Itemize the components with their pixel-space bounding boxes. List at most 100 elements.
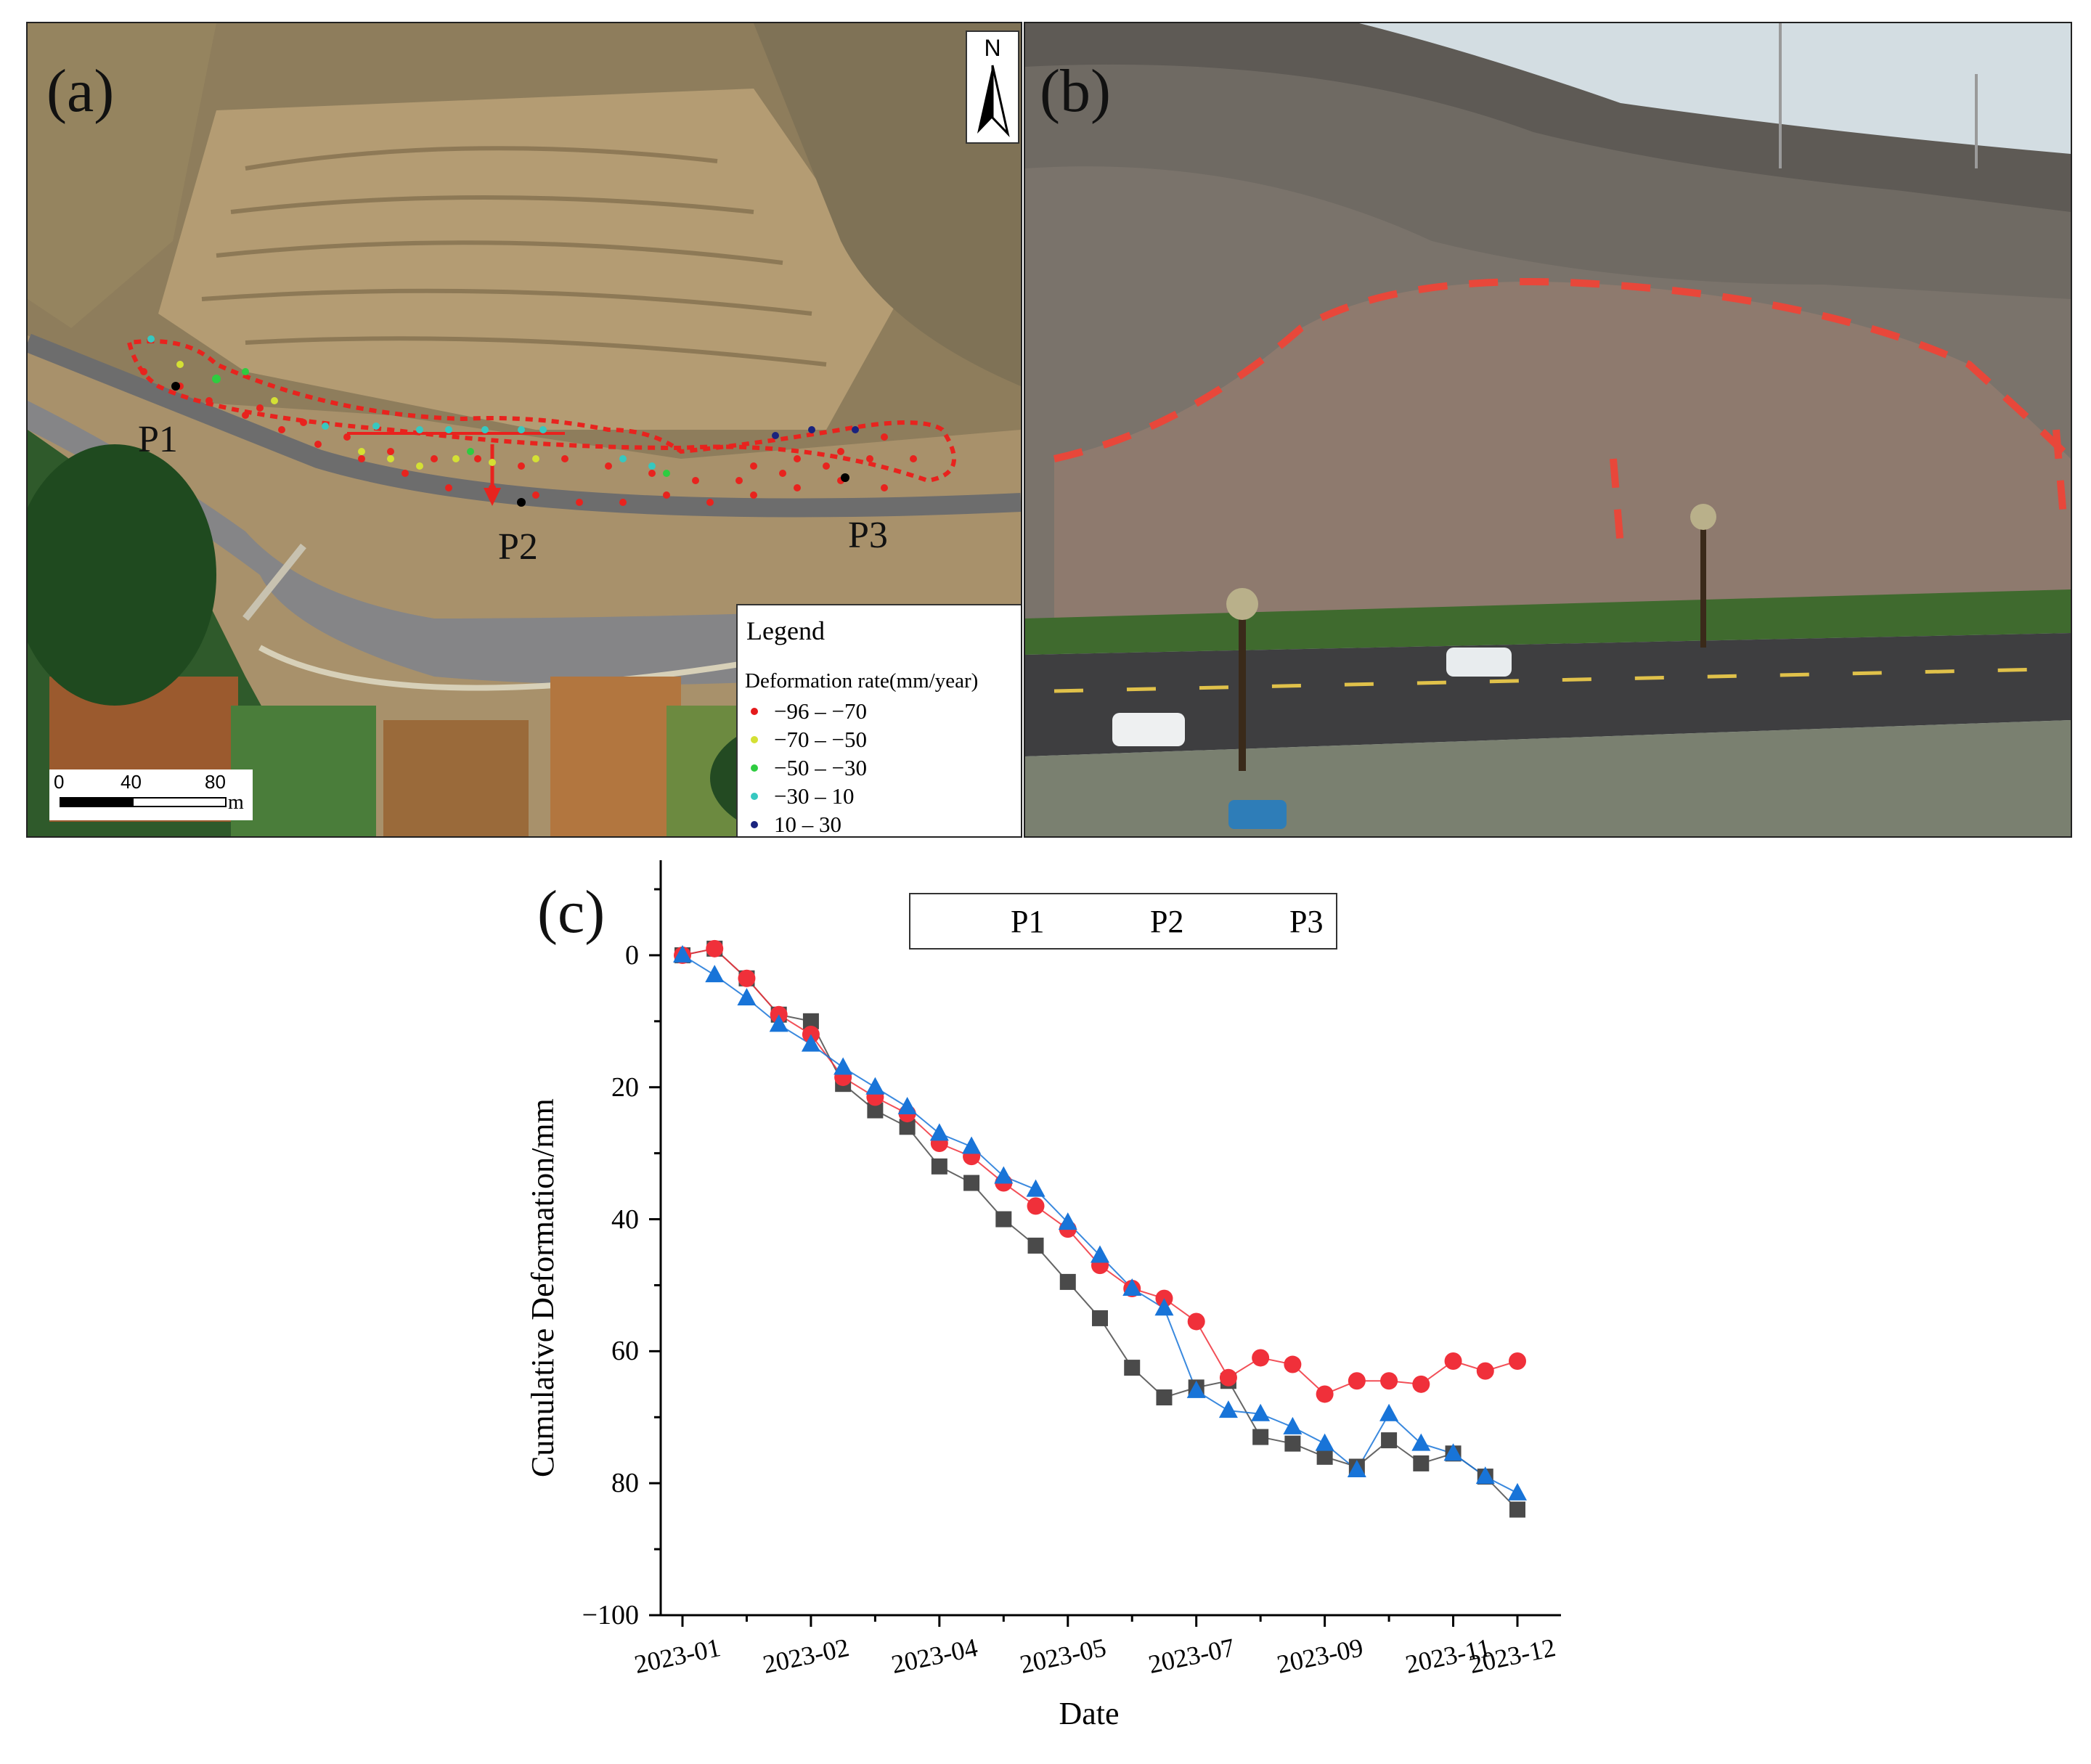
data-point-p1 [1092,1310,1108,1326]
data-point-p3 [1122,1278,1142,1296]
data-point-p3 [929,1123,949,1141]
data-point-p3 [1058,1212,1077,1230]
point-p2-label: P2 [498,526,538,568]
data-point-p3 [1508,1482,1527,1500]
panel-b-label: (b) [1040,57,1111,125]
data-point-p2 [1348,1372,1366,1390]
point-p3-label: P3 [848,515,888,556]
legend-dot-icon [751,820,758,828]
data-point-p3 [801,1034,820,1052]
legend-entry: 10 – 30 [751,812,841,837]
chart-plot-area [649,860,1561,1627]
data-point-p3 [1026,1179,1046,1197]
data-point-p3 [1218,1400,1238,1418]
y-tick-label: 60 [611,1336,639,1367]
data-point-p2 [1027,1197,1045,1215]
data-point-p2 [1476,1362,1494,1380]
legend-title: Legend [746,616,825,645]
y-tick-label: 20 [611,1071,639,1103]
legend-p2-label: P2 [1150,904,1184,939]
data-point-p1 [1316,1448,1333,1465]
north-letter: N [984,35,1001,61]
legend-entry: −70 – −50 [751,727,867,753]
data-point-p2 [1187,1312,1205,1331]
data-point-p3 [1411,1433,1431,1451]
data-point-p3 [1379,1403,1399,1421]
data-point-p3 [1475,1466,1495,1485]
data-point-p3 [769,1014,788,1032]
data-point-p1 [1124,1360,1141,1376]
map-legend: Legend Deformation rate(mm/year) −96 – −… [736,604,1021,837]
scale-bar: 0 40 80 m [49,769,253,820]
legend-entry: −96 – −70 [751,698,867,724]
legend-entry-label: −50 – −30 [774,755,867,780]
point-p1-label: P1 [138,419,178,460]
legend-entry-label: −30 – 10 [774,783,855,809]
chart-legend: P1 P2 P3 [909,893,1337,950]
north-arrow-icon [977,65,1010,137]
y-tick-label: 0 [625,939,639,971]
data-point-p3 [1283,1416,1303,1434]
data-point-p2 [1252,1349,1270,1367]
data-point-p3 [962,1136,982,1154]
data-point-p3 [1251,1403,1271,1421]
data-point-p3 [897,1097,917,1114]
legend-entry-label: −96 – −70 [774,698,867,724]
scale-tick: 80 [205,771,226,793]
data-point-p2 [1412,1375,1430,1393]
legend-entry-label: −70 – −50 [774,727,867,752]
data-point-p3 [705,965,725,983]
scale-tick: 0 [54,771,65,793]
legend-p1-label: P1 [1011,904,1045,939]
data-point-p1 [963,1175,980,1191]
data-point-p1 [899,1119,916,1135]
legend-p3-label: P3 [1289,904,1324,939]
data-point-p2 [1284,1355,1302,1373]
deformation-chart: (c) 0 20 40 60 80 −100 2023-01 2023-02 2023-04 2… [508,853,1641,1753]
data-point-p2 [738,969,756,987]
data-point-p3 [1186,1380,1206,1398]
data-point-p1 [1156,1389,1173,1405]
data-point-p1 [931,1158,947,1175]
data-point-p3 [673,944,692,963]
data-point-p1 [1059,1273,1076,1290]
data-point-p1 [1509,1501,1525,1518]
scale-tick: 40 [121,771,142,793]
data-point-p1 [1413,1455,1430,1471]
landslide-boundary [126,339,956,483]
data-point-p1 [1027,1237,1044,1254]
data-point-p3 [1154,1298,1174,1316]
scale-unit: m [228,791,244,814]
data-point-p3 [1315,1433,1334,1451]
legend-dot-icon [751,792,758,800]
north-arrow: N [966,30,1019,144]
data-point-p1 [1284,1435,1301,1452]
data-point-p1 [802,1013,819,1029]
y-tick-label: 80 [611,1468,639,1499]
data-point-p2 [1509,1352,1526,1370]
y-tick-label: 40 [611,1204,639,1235]
data-point-p1 [1381,1432,1398,1449]
data-point-p2 [706,939,724,957]
data-point-p2 [1316,1385,1334,1403]
site-photo [1025,23,2071,836]
panel-c-label: (c) [537,878,606,946]
data-point-p3 [994,1166,1014,1184]
satellite-map-panel: (a) P1 P2 P3 N Legend Deformation rate(m… [26,22,1022,838]
legend-entry-label: 10 – 30 [774,812,841,837]
data-point-p3 [737,988,757,1005]
data-point-p1 [867,1102,884,1119]
legend-subtitle: Deformation rate(mm/year) [745,669,979,693]
site-photo-panel: (b) [1024,22,2072,838]
legend-dot-icon [751,735,758,743]
scale-bar-white-segment [132,797,227,807]
data-point-p3 [1443,1443,1463,1461]
y-tick-label: −100 [582,1600,639,1630]
satellite-terrain [28,23,1021,836]
data-point-p3 [1347,1460,1366,1477]
data-point-p3 [833,1057,853,1075]
data-point-p1 [995,1211,1012,1228]
legend-entry: −30 – 10 [751,783,854,809]
data-point-p2 [1219,1368,1237,1387]
panel-a-label: (a) [46,57,115,125]
